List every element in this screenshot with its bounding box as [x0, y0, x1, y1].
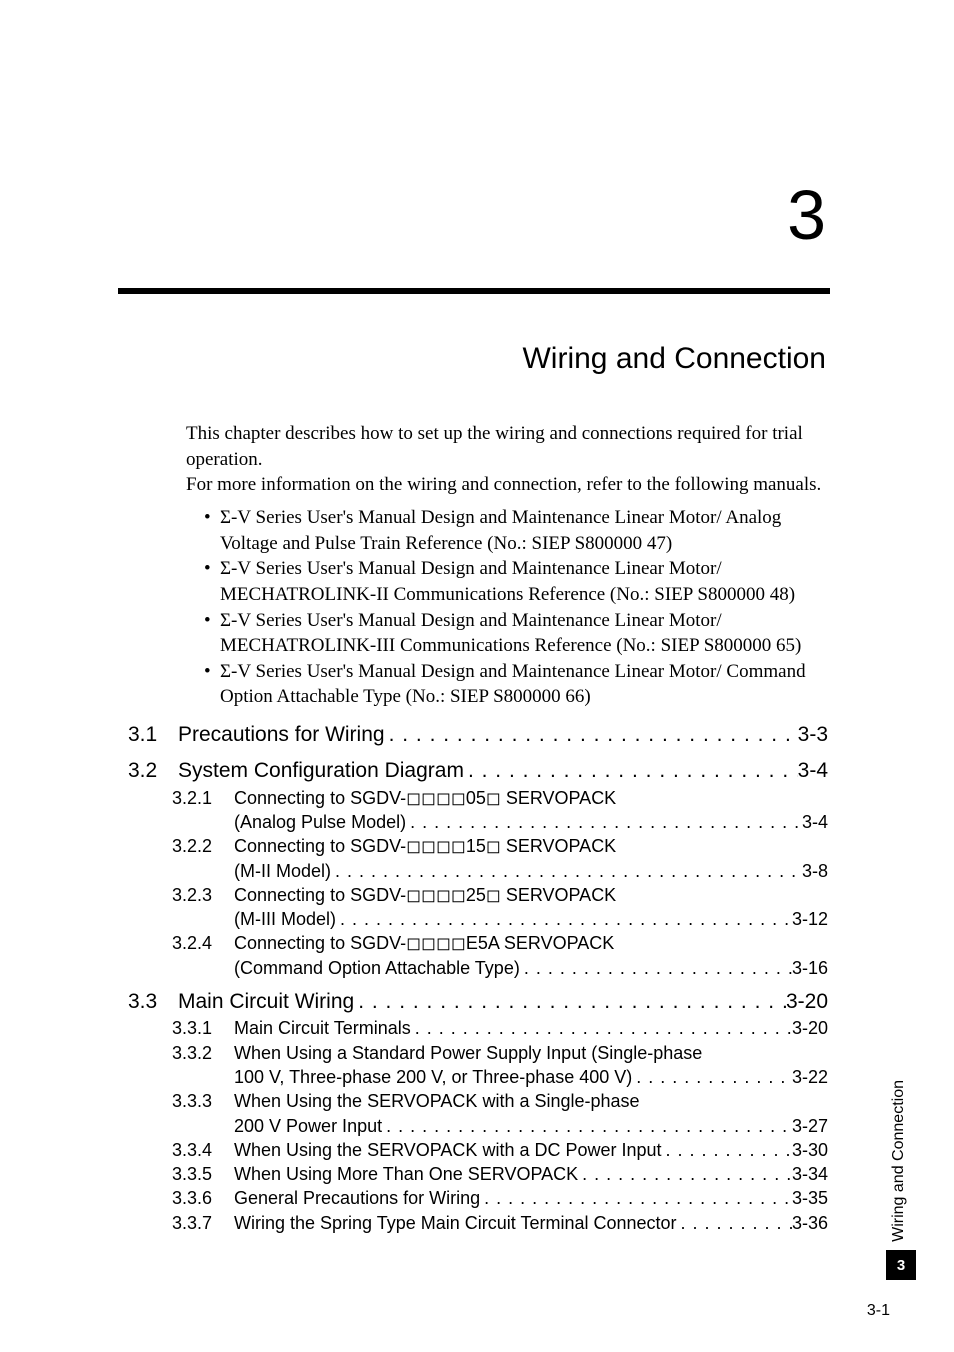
toc-entry-l2: 3.2.1 Connecting to SGDV-◻◻◻◻05◻ SERVOPA…: [128, 786, 828, 810]
toc-entry-l2: 3.3.7 Wiring the Spring Type Main Circui…: [128, 1211, 828, 1235]
table-of-contents: 3.1 Precautions for Wiring 3-3 3.2 Syste…: [128, 713, 828, 1235]
toc-page: 3-20: [792, 1016, 828, 1040]
toc-leader: [336, 907, 792, 931]
toc-title: When Using a Standard Power Supply Input…: [228, 1041, 702, 1065]
toc-leader: [662, 1138, 792, 1162]
toc-entry-l1: 3.2 System Configuration Diagram 3-4: [128, 757, 828, 785]
toc-title: When Using the SERVOPACK with a Single-p…: [228, 1089, 640, 1113]
toc-leader: [677, 1211, 792, 1235]
toc-entry-l2: 3.2.4 Connecting to SGDV-◻◻◻◻E5A SERVOPA…: [128, 931, 828, 955]
toc-leader: [382, 1114, 792, 1138]
toc-leader: [464, 757, 798, 785]
toc-title-cont: (Command Option Attachable Type): [228, 956, 520, 980]
toc-title: Connecting to SGDV-◻◻◻◻15◻ SERVOPACK: [228, 834, 616, 858]
toc-title: Connecting to SGDV-◻◻◻◻05◻ SERVOPACK: [228, 786, 616, 810]
manual-ref-item: Σ-V Series User's Manual Design and Main…: [204, 608, 824, 659]
toc-num: 3.2.3: [172, 883, 228, 907]
toc-num: 3.2.2: [172, 834, 228, 858]
toc-entry-l2: 3.3.2 When Using a Standard Power Supply…: [128, 1041, 828, 1065]
toc-title: When Using the SERVOPACK with a DC Power…: [228, 1138, 662, 1162]
toc-title: When Using More Than One SERVOPACK: [228, 1162, 578, 1186]
toc-title: Wiring the Spring Type Main Circuit Term…: [228, 1211, 677, 1235]
chapter-title: Wiring and Connection: [522, 342, 826, 376]
toc-entry-cont: (Command Option Attachable Type) 3-16: [128, 956, 828, 980]
toc-title-cont: 200 V Power Input: [228, 1114, 382, 1138]
toc-entry-cont: 200 V Power Input 3-27: [128, 1114, 828, 1138]
intro-paragraph: This chapter describes how to set up the…: [186, 421, 826, 472]
manual-ref-item: Σ-V Series User's Manual Design and Main…: [204, 659, 824, 710]
toc-page: 3-4: [802, 810, 828, 834]
toc-num: 3.2: [128, 757, 172, 785]
side-chapter-tab: 3: [886, 1250, 916, 1280]
side-section-label: Wiring and Connection: [890, 1080, 908, 1242]
toc-num: 3.3: [128, 988, 172, 1016]
toc-page: 3-20: [786, 988, 828, 1016]
toc-page: 3-27: [792, 1114, 828, 1138]
toc-title: General Precautions for Wiring: [228, 1186, 480, 1210]
toc-title: Precautions for Wiring: [172, 721, 385, 749]
toc-title-cont: 100 V, Three-phase 200 V, or Three-phase…: [228, 1065, 632, 1089]
toc-page: 3-16: [792, 956, 828, 980]
toc-leader: [406, 810, 802, 834]
toc-page: 3-3: [798, 721, 828, 749]
toc-entry-cont: (M-III Model) 3-12: [128, 907, 828, 931]
toc-entry-l2: 3.3.1 Main Circuit Terminals 3-20: [128, 1016, 828, 1040]
toc-num: 3.3.4: [172, 1138, 228, 1162]
toc-entry-l2: 3.2.2 Connecting to SGDV-◻◻◻◻15◻ SERVOPA…: [128, 834, 828, 858]
toc-title: System Configuration Diagram: [172, 757, 464, 785]
toc-leader: [632, 1065, 792, 1089]
toc-num: 3.3.1: [172, 1016, 228, 1040]
toc-entry-l2: 3.3.5 When Using More Than One SERVOPACK…: [128, 1162, 828, 1186]
toc-leader: [520, 956, 792, 980]
toc-entry-l2: 3.3.4 When Using the SERVOPACK with a DC…: [128, 1138, 828, 1162]
toc-title-cont: (M-II Model): [228, 859, 331, 883]
toc-page: 3-8: [802, 859, 828, 883]
manual-references-list: Σ-V Series User's Manual Design and Main…: [204, 505, 824, 710]
toc-entry-l2: 3.3.6 General Precautions for Wiring 3-3…: [128, 1186, 828, 1210]
toc-leader: [385, 721, 798, 749]
intro-block: This chapter describes how to set up the…: [186, 421, 826, 498]
toc-entry-cont: (M-II Model) 3-8: [128, 859, 828, 883]
toc-entry-l1: 3.3 Main Circuit Wiring 3-20: [128, 988, 828, 1016]
page: 3 Wiring and Connection This chapter des…: [0, 0, 954, 1352]
toc-leader: [411, 1016, 792, 1040]
toc-page: 3-35: [792, 1186, 828, 1210]
toc-num: 3.2.4: [172, 931, 228, 955]
toc-entry-cont: 100 V, Three-phase 200 V, or Three-phase…: [128, 1065, 828, 1089]
toc-entry-l2: 3.2.3 Connecting to SGDV-◻◻◻◻25◻ SERVOPA…: [128, 883, 828, 907]
manual-ref-item: Σ-V Series User's Manual Design and Main…: [204, 505, 824, 556]
toc-page: 3-4: [798, 757, 828, 785]
toc-num: 3.3.6: [172, 1186, 228, 1210]
toc-title: Main Circuit Wiring: [172, 988, 354, 1016]
manual-ref-item: Σ-V Series User's Manual Design and Main…: [204, 556, 824, 607]
toc-entry-cont: (Analog Pulse Model) 3-4: [128, 810, 828, 834]
toc-page: 3-34: [792, 1162, 828, 1186]
toc-leader: [354, 988, 786, 1016]
toc-num: 3.2.1: [172, 786, 228, 810]
toc-entry-l1: 3.1 Precautions for Wiring 3-3: [128, 721, 828, 749]
toc-num: 3.3.3: [172, 1089, 228, 1113]
toc-num: 3.1: [128, 721, 172, 749]
toc-title: Connecting to SGDV-◻◻◻◻E5A SERVOPACK: [228, 931, 614, 955]
chapter-rule: [118, 288, 830, 294]
intro-paragraph: For more information on the wiring and c…: [186, 472, 826, 498]
toc-title-cont: (Analog Pulse Model): [228, 810, 406, 834]
toc-leader: [578, 1162, 792, 1186]
toc-page: 3-12: [792, 907, 828, 931]
toc-page: 3-36: [792, 1211, 828, 1235]
toc-title: Main Circuit Terminals: [228, 1016, 411, 1040]
toc-num: 3.3.5: [172, 1162, 228, 1186]
toc-page: 3-30: [792, 1138, 828, 1162]
toc-page: 3-22: [792, 1065, 828, 1089]
toc-title-cont: (M-III Model): [228, 907, 336, 931]
chapter-number: 3: [787, 180, 826, 250]
toc-num: 3.3.7: [172, 1211, 228, 1235]
toc-num: 3.3.2: [172, 1041, 228, 1065]
toc-entry-l2: 3.3.3 When Using the SERVOPACK with a Si…: [128, 1089, 828, 1113]
toc-title: Connecting to SGDV-◻◻◻◻25◻ SERVOPACK: [228, 883, 616, 907]
toc-leader: [480, 1186, 792, 1210]
page-number: 3-1: [867, 1302, 890, 1320]
toc-leader: [331, 859, 802, 883]
